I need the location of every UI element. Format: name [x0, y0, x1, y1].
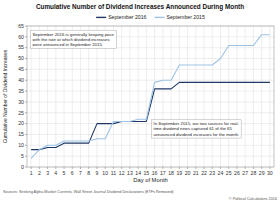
x-grid-line — [121, 26, 122, 167]
y-tick-label: 5 — [21, 153, 24, 159]
x-tick-label: 13 — [127, 170, 133, 176]
y-tick-label: 50 — [18, 55, 24, 61]
x-tick-label: 12 — [119, 170, 125, 176]
x-tick-label: 6 — [71, 170, 74, 176]
x-tick-label: 21 — [193, 170, 199, 176]
y-tick-label: 40 — [18, 77, 24, 83]
x-tick-label: 1 — [30, 170, 33, 176]
x-grid-line — [138, 26, 139, 167]
x-grid-line — [204, 26, 205, 167]
x-tick-label: 10 — [102, 170, 108, 176]
y-tick-label: 10 — [18, 142, 24, 148]
x-tick-label: 5 — [63, 170, 66, 176]
x-tick-label: 18 — [168, 170, 174, 176]
x-tick-label: 4 — [54, 170, 57, 176]
legend-swatch — [155, 17, 165, 18]
annotation-box — [31, 30, 117, 48]
x-tick-label: 23 — [209, 170, 215, 176]
x-grid-line — [154, 26, 155, 167]
x-tick-label: 24 — [218, 170, 224, 176]
x-tick-label: 20 — [185, 170, 191, 176]
axes: 0510152025303540455055606512345678910111… — [18, 23, 274, 176]
y-tick-label: 65 — [18, 23, 24, 29]
source-note: Sources: Seeking Alpha Market Currents, … — [3, 190, 174, 194]
annotation-line: announced dividend increases for the mon… — [154, 132, 240, 137]
x-tick-label: 30 — [267, 170, 273, 176]
legend-label: September 2015 — [167, 14, 205, 20]
y-tick-label: 35 — [18, 88, 24, 94]
series-lines — [31, 35, 270, 159]
x-grid-line — [129, 26, 130, 167]
x-grid-line — [228, 26, 229, 167]
annotations: September 2016 is generally keeping pace… — [31, 30, 241, 138]
y-tick-label: 55 — [18, 44, 24, 50]
y-tick-label: 20 — [18, 120, 24, 126]
x-grid-line — [212, 26, 213, 167]
x-tick-label: 15 — [143, 170, 149, 176]
grid — [27, 26, 274, 167]
x-tick-label: 2 — [38, 170, 41, 176]
x-tick-label: 3 — [46, 170, 49, 176]
legend: September 2016 September 2015 — [96, 14, 205, 20]
x-grid-line — [171, 26, 172, 167]
y-tick-label: 30 — [18, 99, 24, 105]
y-tick-label: 0 — [21, 164, 24, 170]
legend-swatch — [96, 17, 106, 18]
x-tick-label: 16 — [152, 170, 158, 176]
x-tick-label: 11 — [111, 170, 116, 176]
x-tick-label: 27 — [242, 170, 248, 176]
x-tick-label: 7 — [79, 170, 82, 176]
x-axis-label: Day of Month — [133, 177, 167, 183]
x-grid-line — [146, 26, 147, 167]
x-grid-line — [179, 26, 180, 167]
y-tick-label: 45 — [18, 66, 24, 72]
x-tick-label: 19 — [176, 170, 182, 176]
x-grid-line — [187, 26, 188, 167]
annotation-line: were announced in September 2015. — [33, 42, 103, 47]
y-axis-label: Cumulative Number of Dividend Increases — [2, 49, 8, 143]
x-grid-line — [253, 26, 254, 167]
x-tick-label: 22 — [201, 170, 207, 176]
x-tick-label: 9 — [96, 170, 99, 176]
y-tick-label: 25 — [18, 110, 24, 116]
x-grid-line — [269, 26, 270, 167]
x-tick-label: 29 — [259, 170, 265, 176]
x-tick-label: 14 — [135, 170, 141, 176]
chart: 0510152025303540455055606512345678910111… — [0, 0, 280, 202]
series-line — [31, 82, 270, 149]
x-tick-label: 28 — [251, 170, 257, 176]
y-tick-label: 15 — [18, 131, 24, 137]
x-tick-label: 8 — [87, 170, 90, 176]
x-grid-line — [261, 26, 262, 167]
legend-label: September 2016 — [108, 14, 146, 20]
x-tick-label: 25 — [226, 170, 232, 176]
copyright-note: © Political Calculations 2016 — [229, 197, 277, 201]
x-grid-line — [195, 26, 196, 167]
y-tick-label: 60 — [18, 34, 24, 40]
annotation-box — [152, 120, 241, 138]
annotation: September 2016 is generally keeping pace… — [33, 32, 115, 47]
series-line — [31, 35, 270, 159]
x-grid-line — [245, 26, 246, 167]
plot-frame — [27, 26, 274, 167]
x-tick-label: 26 — [234, 170, 240, 176]
x-grid-line — [220, 26, 221, 167]
x-tick-label: 17 — [160, 170, 166, 176]
title: Cumulative Number of Dividend Increases … — [36, 3, 244, 11]
x-grid-line — [162, 26, 163, 167]
x-grid-line — [236, 26, 237, 167]
annotation: In September 2015, our two sources for r… — [154, 121, 240, 136]
